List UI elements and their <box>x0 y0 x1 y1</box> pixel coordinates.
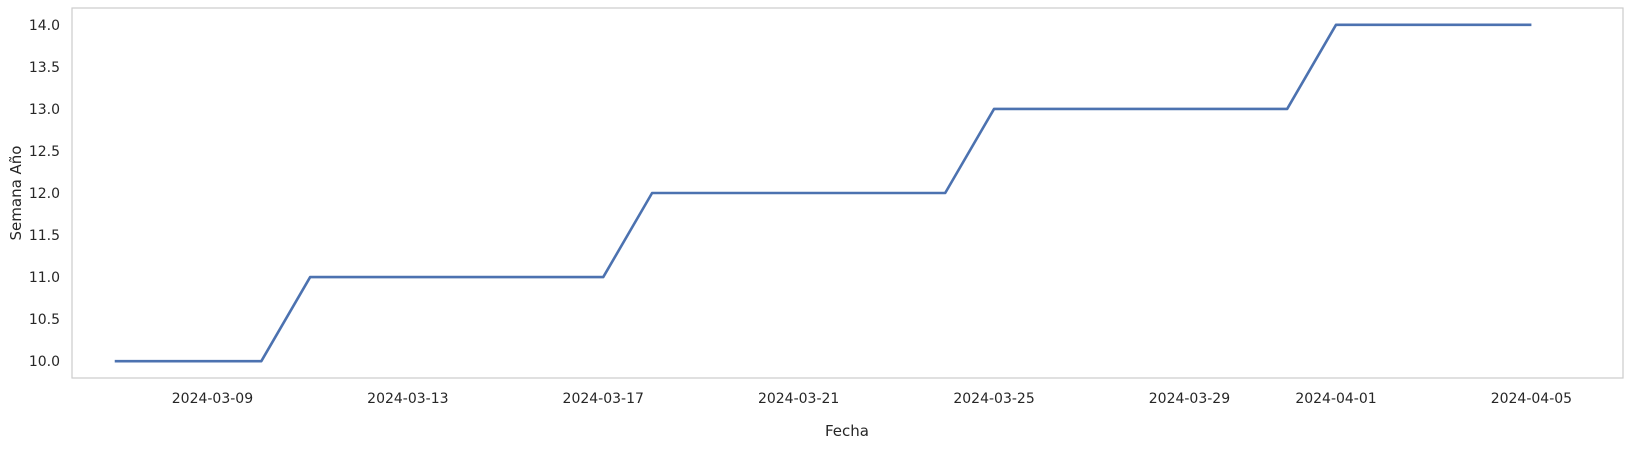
y-tick-label: 14.0 <box>29 18 60 34</box>
x-tick-label: 2024-03-17 <box>563 391 644 407</box>
x-tick-label: 2024-03-29 <box>1149 391 1230 407</box>
x-axis-ticks: 2024-03-09 2024-03-13 2024-03-17 2024-03-21… <box>172 391 1572 407</box>
y-axis-ticks: 10.0 10.5 11.0 11.5 12.0 12.5 13.0 13.5 14.0 <box>29 18 60 370</box>
y-axis-label: Semana Año <box>7 146 25 241</box>
y-tick-label: 12.0 <box>29 186 60 202</box>
x-tick-label: 2024-04-01 <box>1295 391 1376 407</box>
y-tick-label: 12.5 <box>29 144 60 160</box>
y-tick-label: 13.5 <box>29 60 60 76</box>
y-tick-label: 10.0 <box>29 354 60 370</box>
series-line <box>114 23 1532 363</box>
x-tick-label: 2024-03-13 <box>367 391 448 407</box>
y-tick-label: 11.0 <box>29 270 60 286</box>
y-tick-label: 13.0 <box>29 102 60 118</box>
y-tick-label: 10.5 <box>29 312 60 328</box>
x-axis-label: Fecha <box>825 422 869 440</box>
x-tick-label: 2024-04-05 <box>1491 391 1572 407</box>
y-tick-label: 11.5 <box>29 228 60 244</box>
x-tick-label: 2024-03-25 <box>953 391 1034 407</box>
x-tick-label: 2024-03-09 <box>172 391 253 407</box>
x-tick-label: 2024-03-21 <box>758 391 839 407</box>
